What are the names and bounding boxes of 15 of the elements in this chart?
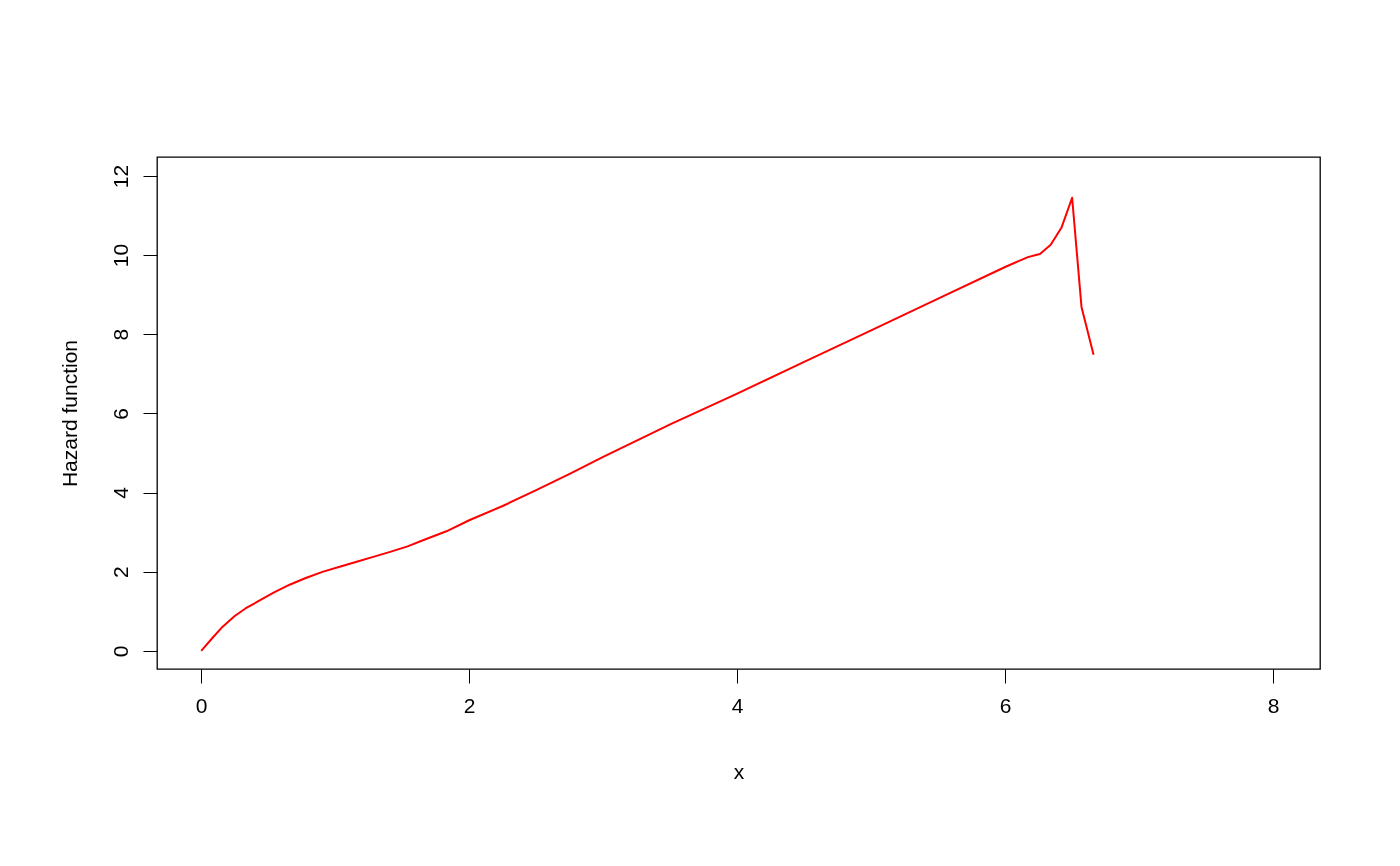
y-tick-label: 6: [108, 408, 132, 420]
x-tick-label: 8: [1267, 693, 1280, 717]
y-tick-label: 2: [108, 566, 132, 579]
x-tick-label: 4: [731, 693, 744, 717]
x-tick-label: 0: [195, 693, 208, 717]
x-tick-label: 6: [999, 693, 1012, 717]
y-tick-label: 10: [108, 243, 132, 268]
y-tick-label: 4: [108, 486, 132, 499]
y-tick-label: 0: [108, 645, 132, 658]
y-axis-title: Hazard function: [57, 339, 81, 488]
y-tick-label: 12: [108, 164, 132, 189]
x-tick-label: 2: [463, 693, 476, 717]
line-series: [200, 196, 1095, 652]
y-tick-label: 8: [108, 328, 132, 341]
x-axis-title: x: [733, 759, 745, 783]
